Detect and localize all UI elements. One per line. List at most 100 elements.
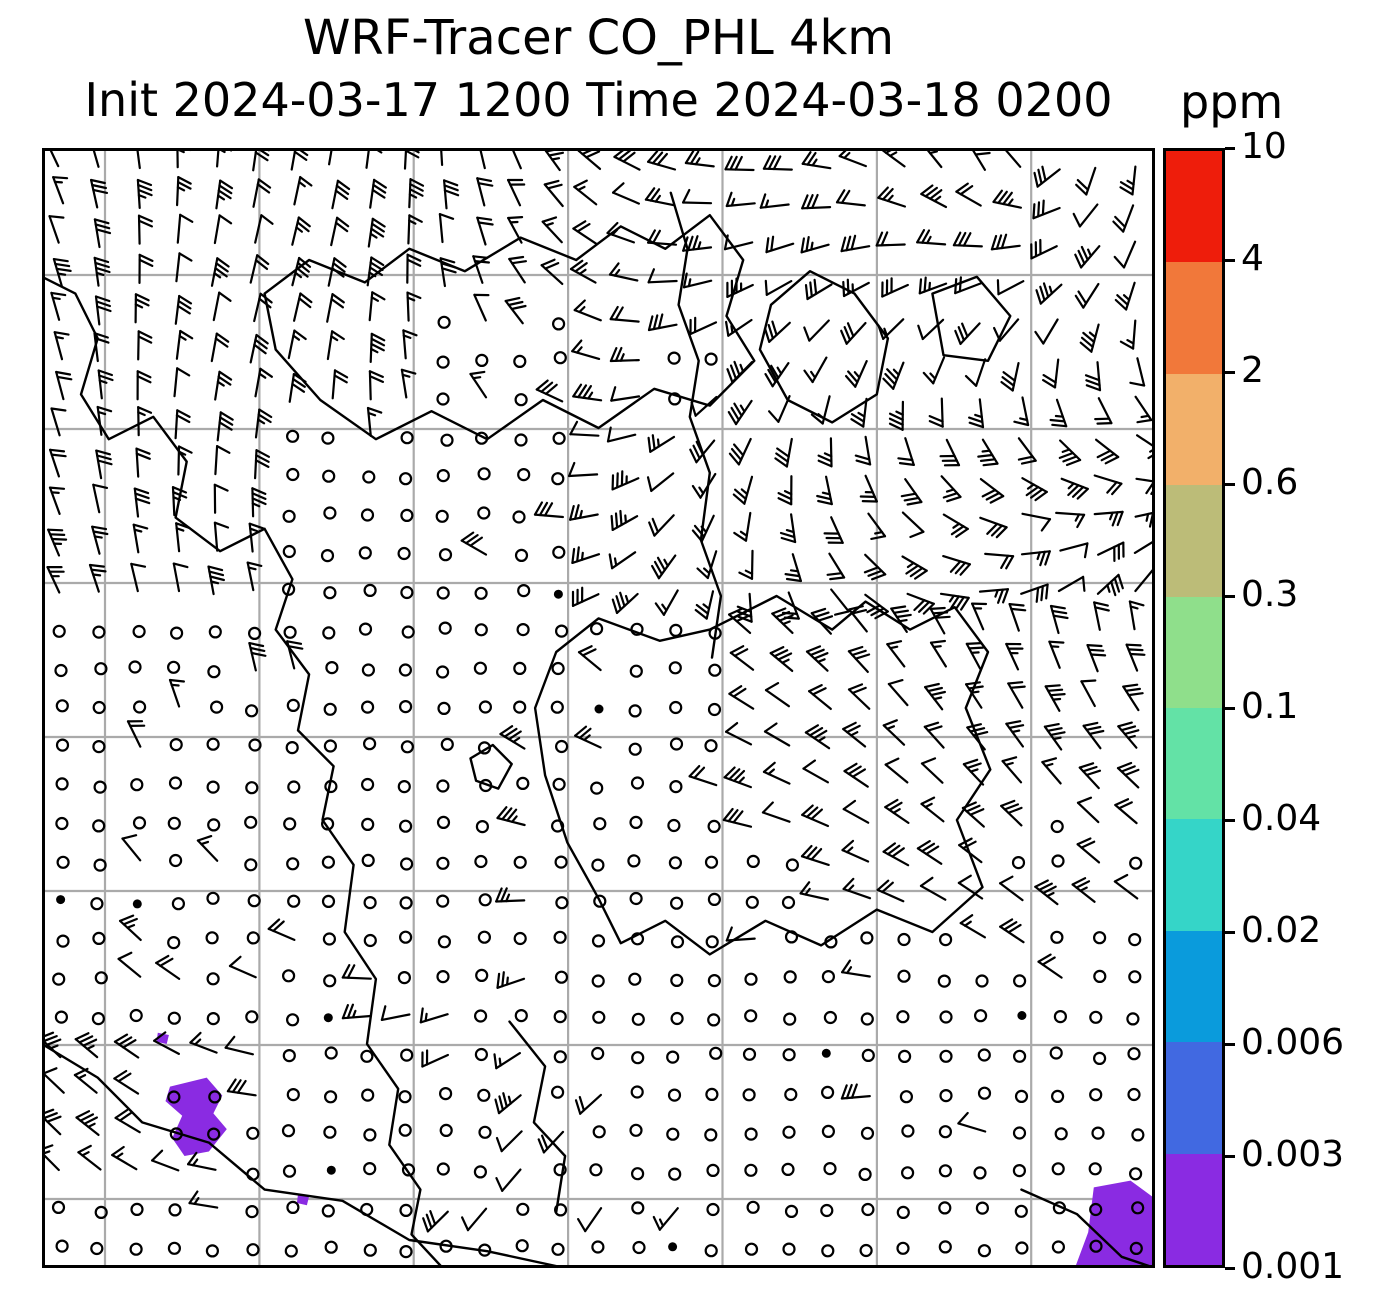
wind-barb-feather (800, 237, 806, 254)
wind-barb-feather (1032, 203, 1036, 220)
wind-barb-staff (610, 395, 641, 402)
wind-barb-half-feather (551, 157, 561, 161)
wind-barb-feather (134, 293, 150, 302)
wind-barb-feather (652, 1215, 661, 1231)
wind-barb-feather (477, 182, 494, 187)
wind-barb-staff (121, 837, 142, 862)
wind-barb-feather (236, 1079, 247, 1094)
wind-barb-half-feather (886, 194, 894, 203)
wind-barb-feather (724, 721, 739, 733)
calm-wind-circle (1127, 1087, 1141, 1102)
calm-wind-circle (473, 661, 487, 675)
wind-barb-half-feather (804, 887, 811, 896)
wind-barb-half-feather (932, 645, 942, 649)
calm-wind-circle (361, 853, 375, 868)
wind-barb-feather (850, 413, 866, 423)
wind-barb-feather (272, 920, 285, 933)
wind-barb-staff (290, 148, 297, 171)
calm-wind-circle (400, 585, 414, 600)
wind-barb-feather (1005, 720, 1022, 725)
wind-barb-feather (406, 291, 422, 300)
wind-barb-feather (958, 276, 963, 293)
calm-wind-circle (477, 506, 491, 520)
wind-barb-feather (728, 685, 743, 695)
calm-wind-circle (435, 509, 449, 523)
wind-barb-feather (472, 255, 489, 259)
wind-barb-half-feather (811, 158, 818, 167)
calm-wind-circle (478, 1243, 492, 1257)
wind-barb-feather (177, 299, 192, 310)
wind-barb-feather (897, 457, 914, 462)
wind-barb-feather (997, 190, 1008, 205)
calm-wind-circle (362, 470, 376, 484)
calm-wind-circle (1131, 1201, 1145, 1215)
wind-barb-feather (763, 722, 778, 733)
calm-wind-circle (667, 351, 681, 365)
wind-barb-staff (650, 472, 675, 492)
wind-barb-feather (330, 298, 344, 309)
wind-barb-feather (1129, 652, 1146, 656)
wind-barb-feather (122, 917, 138, 926)
calm-wind-circle (1126, 1012, 1140, 1026)
wind-barb-half-feather (583, 734, 591, 742)
wind-barb-half-feather (886, 725, 896, 730)
calm-wind-circle (1052, 1201, 1067, 1215)
wind-barb-feather (1007, 923, 1022, 934)
wind-barb-feather (833, 610, 850, 616)
calm-wind-circle (128, 660, 142, 674)
wind-barb-feather (506, 808, 518, 822)
wind-barb-feather (847, 645, 864, 653)
calm-wind-circle (589, 1163, 603, 1177)
wind-barb-feather (949, 560, 962, 573)
wind-barb-feather (1125, 643, 1142, 647)
wind-barb-feather (727, 411, 738, 426)
calm-wind-circle (322, 469, 336, 483)
wind-barb-feather (578, 1095, 586, 1112)
wind-barb-feather (688, 764, 701, 778)
calm-wind-circle (248, 626, 262, 640)
wind-barb-feather (258, 297, 272, 309)
wind-barb-feather (508, 255, 525, 261)
wind-barb-feather (1080, 245, 1089, 261)
calm-wind-circle (1128, 970, 1142, 984)
coastline (669, 191, 723, 659)
wind-barb-feather (784, 573, 801, 578)
wind-barb-feather (949, 595, 960, 610)
wind-barb-feather (582, 385, 593, 399)
calm-wind-circle (554, 624, 569, 638)
wind-barb-feather (844, 375, 857, 388)
wind-barb-feather (256, 254, 270, 266)
calm-wind-circle (286, 467, 300, 482)
wind-barb-feather (957, 231, 967, 247)
wind-barb-half-feather (1126, 179, 1135, 186)
calm-wind-circle (474, 586, 488, 600)
wind-barb-feather (331, 267, 345, 278)
wind-barb-feather (77, 1144, 92, 1154)
wind-barb-feather (246, 561, 263, 567)
wind-barb-feather (540, 258, 556, 267)
calm-wind-circle (400, 857, 414, 871)
calm-wind-circle (477, 930, 491, 944)
wind-barb-feather (333, 257, 347, 268)
wind-barb-half-feather (857, 411, 866, 418)
wind-barb-feather (298, 297, 312, 309)
calm-wind-circle (550, 700, 564, 714)
wind-barb-feather (251, 497, 267, 506)
wind-barb-feather (764, 681, 780, 692)
wind-barb-feather (297, 216, 311, 228)
wind-barb-feather (90, 568, 107, 573)
wind-barb-half-feather (294, 271, 303, 279)
wind-barb-staff (175, 252, 181, 283)
calm-wind-circle (630, 1085, 644, 1099)
wind-barb-half-feather (963, 920, 972, 927)
wind-barb-feather (79, 1113, 95, 1122)
wind-barb-feather (438, 212, 455, 220)
wind-barb-staff (998, 318, 1020, 342)
calm-wind-circle (709, 1046, 723, 1060)
wind-barb-half-feather (698, 486, 705, 495)
wind-barb-staff (212, 291, 221, 322)
wind-barb-half-feather (170, 683, 180, 687)
wind-barb-feather (870, 535, 887, 540)
wind-barb-feather (811, 193, 819, 210)
